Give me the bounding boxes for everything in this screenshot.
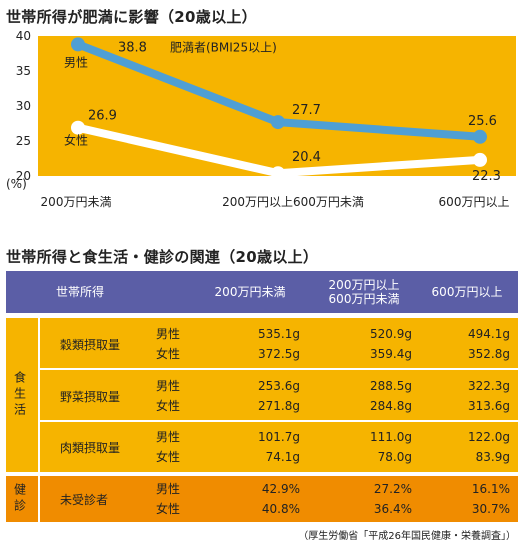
cell-value: 535.1g [258, 327, 300, 341]
cell-value: 313.6g [468, 399, 510, 413]
category-unscreened: 未受診者 男性 42.9% 27.2% 16.1% 女性 40.8% 36.4%… [38, 476, 518, 522]
health-group: 健診 [6, 476, 518, 522]
y-axis-unit: (%) [6, 177, 27, 191]
y-tick-label: 25 [16, 134, 31, 148]
food-group-label: 食生活 [12, 371, 27, 419]
sex-label: 男性 [156, 379, 181, 393]
sex-label: 女性 [156, 399, 181, 413]
cell-value: 352.8g [468, 347, 510, 361]
data-point [71, 120, 85, 135]
cell-value: 122.0g [468, 430, 510, 444]
x-tick-label: 600万円以上 [439, 195, 510, 209]
x-tick-label: 200万円以上600万円未満 [222, 195, 364, 209]
cell-value: 253.6g [258, 379, 300, 393]
category-meat: 肉類摂取量 男性 101.7g 111.0g 122.0g 女性 74.1g 7… [38, 422, 518, 472]
table-title: 世帯所得と食生活・健診の関連（20歳以上） [6, 248, 319, 266]
cell-value: 42.9% [261, 482, 300, 496]
header-200-600-line1: 200万円以上 [328, 278, 400, 292]
cell-value: 78.0g [377, 450, 412, 464]
y-tick-label: 40 [16, 29, 31, 43]
header-under-200: 200万円未満 [214, 285, 286, 299]
cell-value: 74.1g [265, 450, 300, 464]
data-point [271, 115, 285, 130]
sex-label: 男性 [156, 430, 181, 444]
y-tick-label: 35 [16, 64, 31, 78]
x-tick-label: 200万円未満 [41, 195, 112, 209]
data-point [473, 152, 487, 167]
cell-value: 288.5g [370, 379, 412, 393]
data-label-female: 26.9 [88, 109, 117, 124]
cell-value: 101.7g [258, 430, 300, 444]
sex-label: 男性 [156, 327, 181, 341]
table-row-male: 男性 535.1g 520.9g 494.1g [38, 325, 518, 343]
cell-value: 271.8g [258, 399, 300, 413]
table-header: 世帯所得 200万円未満 200万円以上 600万円未満 600万円以上 [6, 271, 518, 313]
sex-label: 女性 [156, 502, 181, 516]
table-row-female: 女性 74.1g 78.0g 83.9g [38, 448, 518, 466]
category-name: 未受診者 [60, 493, 109, 507]
cell-value: 284.8g [370, 399, 412, 413]
header-200-600-line2: 600万円未満 [328, 292, 400, 306]
category-grain: 穀類摂取量 男性 535.1g 520.9g 494.1g 女性 372.5g … [38, 318, 518, 370]
category-name: 野菜摂取量 [60, 390, 121, 404]
cell-value: 83.9g [475, 450, 510, 464]
data-label-female: 20.4 [292, 150, 321, 165]
cell-value: 30.7% [471, 502, 510, 516]
header-income: 世帯所得 [56, 285, 105, 299]
cell-value: 40.8% [261, 502, 300, 516]
chart-annotation: 肥満者(BMI25以上) [170, 40, 277, 54]
table-row-male: 男性 42.9% 27.2% 16.1% [38, 480, 518, 498]
table-row-female: 女性 40.8% 36.4% 30.7% [38, 500, 518, 518]
data-label-male: 38.8 [118, 40, 147, 55]
table-row-female: 女性 271.8g 284.8g 313.6g [38, 397, 518, 415]
cell-value: 27.2% [373, 482, 412, 496]
cell-value: 36.4% [373, 502, 412, 516]
data-label-female: 22.3 [472, 169, 501, 184]
table-row-male: 男性 253.6g 288.5g 322.3g [38, 377, 518, 395]
sex-label: 女性 [156, 450, 181, 464]
cell-value: 372.5g [258, 347, 300, 361]
health-group-label: 健診 [12, 483, 27, 515]
data-label-male: 25.6 [468, 114, 497, 129]
source-note: （厚生労働省「平成26年国民健康・栄養調査」） [298, 531, 516, 542]
food-group: 食生活 [6, 318, 518, 472]
series-label-female: 女性 [64, 133, 88, 148]
header-200-600: 200万円以上 600万円未満 [312, 278, 416, 306]
cell-value: 322.3g [468, 379, 510, 393]
series-label-male: 男性 [64, 55, 88, 69]
table-row-male: 男性 101.7g 111.0g 122.0g [38, 428, 518, 446]
data-point [71, 37, 85, 52]
sex-label: 女性 [156, 347, 181, 361]
cell-value: 16.1% [471, 482, 510, 496]
y-tick-label: 20 [16, 169, 31, 183]
data-point [473, 129, 487, 144]
cell-value: 520.9g [370, 327, 412, 341]
category-vegetable: 野菜摂取量 男性 253.6g 288.5g 322.3g 女性 271.8g … [38, 370, 518, 422]
cell-value: 111.0g [370, 430, 412, 444]
y-tick-label: 30 [16, 99, 31, 113]
data-label-male: 27.7 [292, 103, 321, 118]
data-point [271, 166, 285, 181]
category-name: 肉類摂取量 [60, 441, 121, 455]
sex-label: 男性 [156, 482, 181, 496]
category-name: 穀類摂取量 [60, 338, 121, 352]
table-row-female: 女性 372.5g 359.4g 352.8g [38, 345, 518, 363]
line-chart: 20 25 30 35 40 (%) 200万円未満 200万円以上600万円未満 600万円以… [6, 29, 516, 209]
header-over-600: 600万円以上 [431, 285, 503, 299]
chart-title: 世帯所得が肥満に影響（20歳以上） [6, 8, 257, 26]
cell-value: 494.1g [468, 327, 510, 341]
cell-value: 359.4g [370, 347, 412, 361]
